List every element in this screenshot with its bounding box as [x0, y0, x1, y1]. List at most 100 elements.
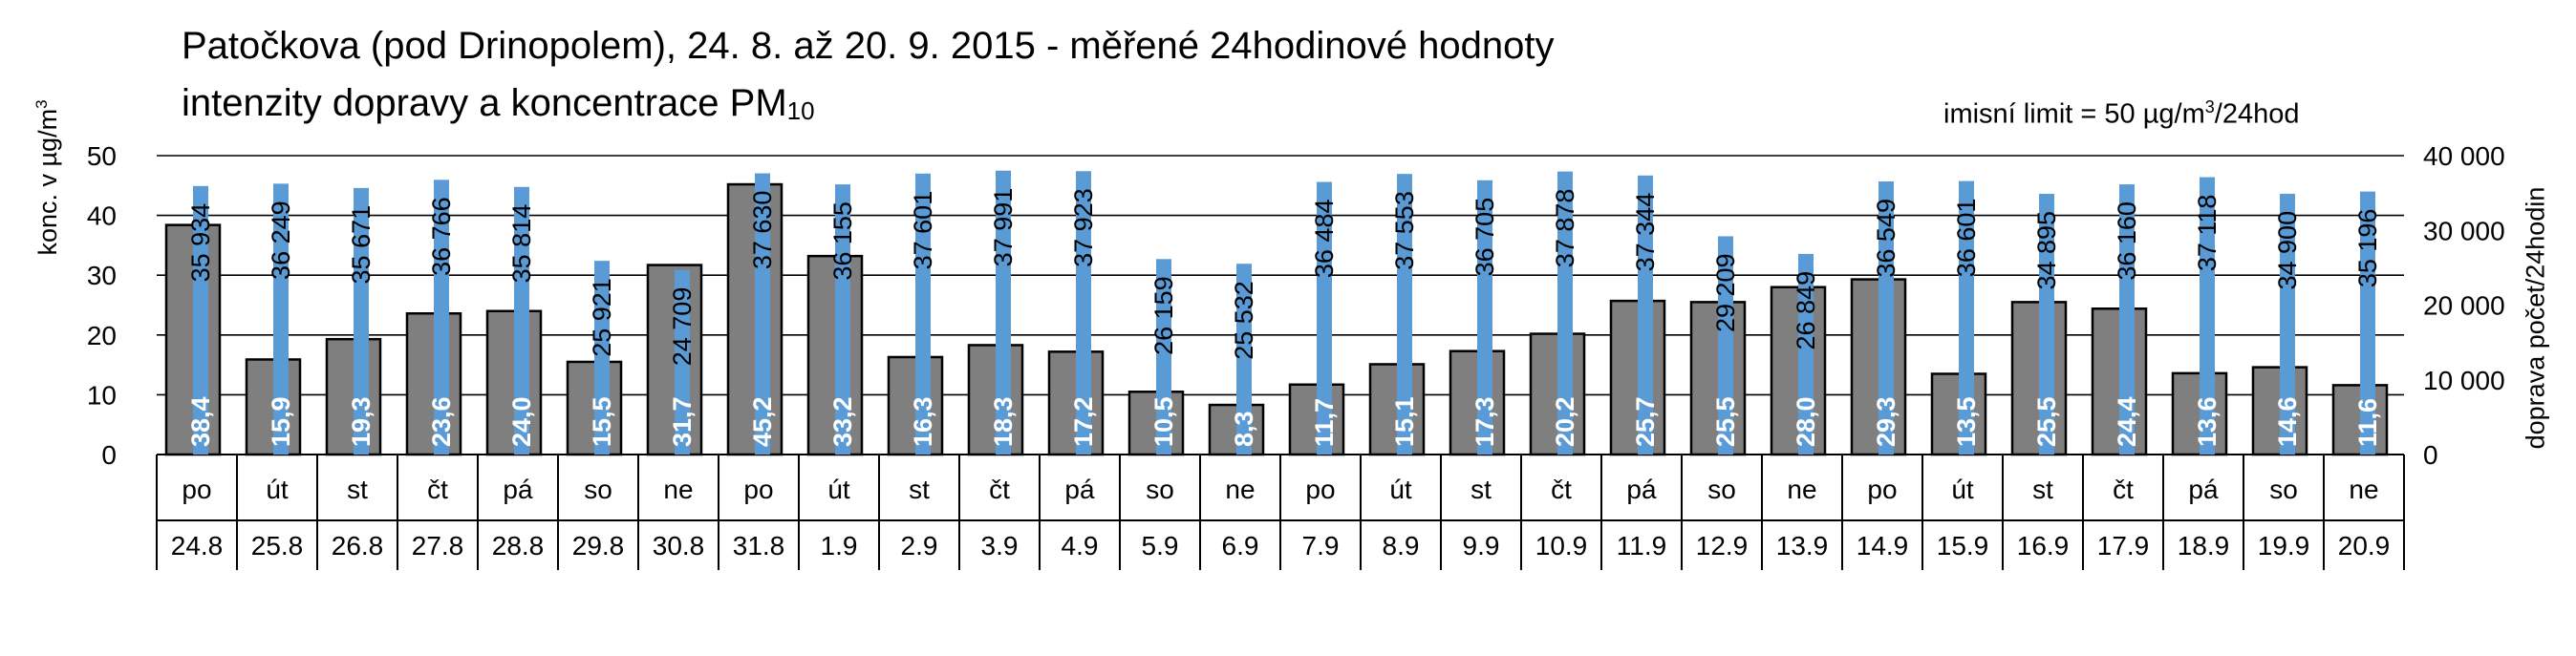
pm10-value-label: 24,0 [507, 396, 536, 447]
x-date-label: 29.8 [572, 531, 625, 561]
x-date-label: 14.9 [1857, 531, 1909, 561]
x-day-label: ne [663, 475, 693, 504]
traffic-value-label: 37 923 [1069, 188, 1098, 267]
traffic-bar [2119, 184, 2135, 455]
x-date-label: 28.8 [492, 531, 545, 561]
pm10-value-label: 19,3 [347, 396, 376, 447]
traffic-value-label: 26 849 [1792, 271, 1820, 350]
x-date-label: 25.8 [251, 531, 304, 561]
traffic-bar [273, 183, 289, 455]
pm10-value-label: 31,7 [668, 396, 697, 447]
x-date-label: 20.9 [2338, 531, 2391, 561]
limit-text: imisní limit = 50 µg/m [1943, 98, 2205, 130]
pm10-value-label: 23,6 [427, 396, 456, 447]
x-day-label: út [266, 475, 289, 504]
traffic-value-label: 36 549 [1872, 199, 1900, 278]
x-day-label: po [182, 475, 211, 504]
traffic-bar [996, 170, 1011, 455]
pm10-value-label: 25,5 [1711, 396, 1740, 447]
x-day-label: čt [2113, 475, 2134, 504]
traffic-value-label: 35 814 [507, 204, 536, 284]
chart-title-subscript: 10 [786, 96, 815, 125]
pm10-value-label: 10,5 [1149, 396, 1178, 447]
x-date-label: 4.9 [1062, 531, 1099, 561]
y-right-tick-label: 0 [2423, 440, 2438, 470]
x-day-label: so [1707, 475, 1736, 504]
traffic-value-label: 34 895 [2032, 211, 2061, 290]
y-left-tick-label: 30 [87, 261, 117, 290]
pm10-value-label: 14,6 [2273, 396, 2302, 447]
traffic-value-label: 37 553 [1390, 191, 1419, 270]
traffic-bar [193, 185, 208, 455]
traffic-bar [1557, 171, 1573, 455]
pm10-value-label: 24,4 [2113, 396, 2141, 447]
pm10-value-label: 25,5 [2032, 396, 2061, 447]
chart-title-line2-text: intenzity dopravy a koncentrace PM [182, 82, 787, 124]
traffic-value-label: 37 991 [989, 188, 1018, 267]
traffic-bar [1397, 174, 1412, 455]
pm10-value-label: 15,1 [1390, 396, 1419, 447]
y-left-tick-label: 40 [87, 201, 117, 231]
pm10-value-label: 11,6 [2353, 398, 2382, 447]
chart-title-line1: Patočkova (pod Drinopolem), 24. 8. až 20… [182, 25, 1555, 67]
traffic-value-label: 36 705 [1470, 198, 1499, 277]
x-day-label: ne [2349, 475, 2378, 504]
pm10-value-label: 17,3 [1470, 396, 1499, 447]
pm10-value-label: 33,2 [828, 396, 857, 447]
traffic-bar [2039, 193, 2054, 455]
traffic-bar [915, 173, 931, 455]
y-right-tick-label: 20 000 [2423, 291, 2505, 321]
traffic-value-label: 36 601 [1952, 199, 1981, 278]
y-left-tick-label: 10 [87, 380, 117, 410]
x-day-label: út [1389, 475, 1412, 504]
x-date-label: 7.9 [1302, 531, 1340, 561]
y-left-tick-label: 20 [87, 321, 117, 350]
x-day-label: pá [1064, 475, 1095, 504]
limit-annotation: imisní limit = 50 µg/m3/24hod [1943, 97, 2299, 131]
x-day-label: po [743, 475, 773, 504]
x-day-label: st [2032, 475, 2053, 504]
x-date-label: 26.8 [332, 531, 384, 561]
pm10-value-label: 11,7 [1310, 398, 1339, 447]
limit-suffix: /24hod [2214, 98, 2300, 130]
pm10-value-label: 13,5 [1952, 396, 1981, 447]
traffic-value-label: 35 671 [347, 205, 376, 285]
traffic-bar [1317, 181, 1332, 455]
x-date-label: 10.9 [1535, 531, 1588, 561]
pm10-value-label: 18,3 [989, 396, 1018, 447]
traffic-value-label: 25 532 [1230, 281, 1258, 360]
chart-title-line2: intenzity dopravy a koncentrace PM10 [182, 82, 815, 126]
traffic-bar [2360, 191, 2375, 455]
x-date-label: 1.9 [821, 531, 858, 561]
traffic-value-label: 36 249 [267, 201, 295, 280]
x-day-label: čt [427, 475, 448, 504]
x-date-label: 18.9 [2178, 531, 2230, 561]
traffic-bar [354, 187, 369, 455]
x-day-label: čt [989, 475, 1010, 504]
x-date-label: 31.8 [733, 531, 785, 561]
pm10-value-label: 15,5 [588, 396, 616, 447]
x-date-label: 27.8 [412, 531, 464, 561]
x-date-label: 5.9 [1142, 531, 1179, 561]
x-day-label: pá [503, 475, 533, 504]
x-day-label: st [909, 475, 930, 504]
limit-sup: 3 [2204, 97, 2215, 116]
x-day-label: st [347, 475, 368, 504]
x-date-label: 3.9 [981, 531, 1019, 561]
x-day-label: čt [1551, 475, 1572, 504]
traffic-bar [2280, 193, 2295, 455]
x-date-label: 9.9 [1463, 531, 1500, 561]
x-date-label: 2.9 [901, 531, 938, 561]
traffic-bar [2200, 177, 2215, 455]
traffic-bar [514, 186, 529, 455]
y-right-tick-label: 30 000 [2423, 216, 2505, 245]
traffic-bar [1477, 180, 1492, 455]
traffic-bar [755, 173, 770, 455]
pm10-value-label: 28,0 [1792, 396, 1820, 447]
y-right-tick-label: 10 000 [2423, 366, 2505, 395]
x-date-label: 11.9 [1617, 531, 1666, 561]
x-day-label: po [1305, 475, 1335, 504]
traffic-bar [1959, 180, 1974, 455]
traffic-bar [835, 184, 850, 455]
x-day-label: út [1951, 475, 1974, 504]
